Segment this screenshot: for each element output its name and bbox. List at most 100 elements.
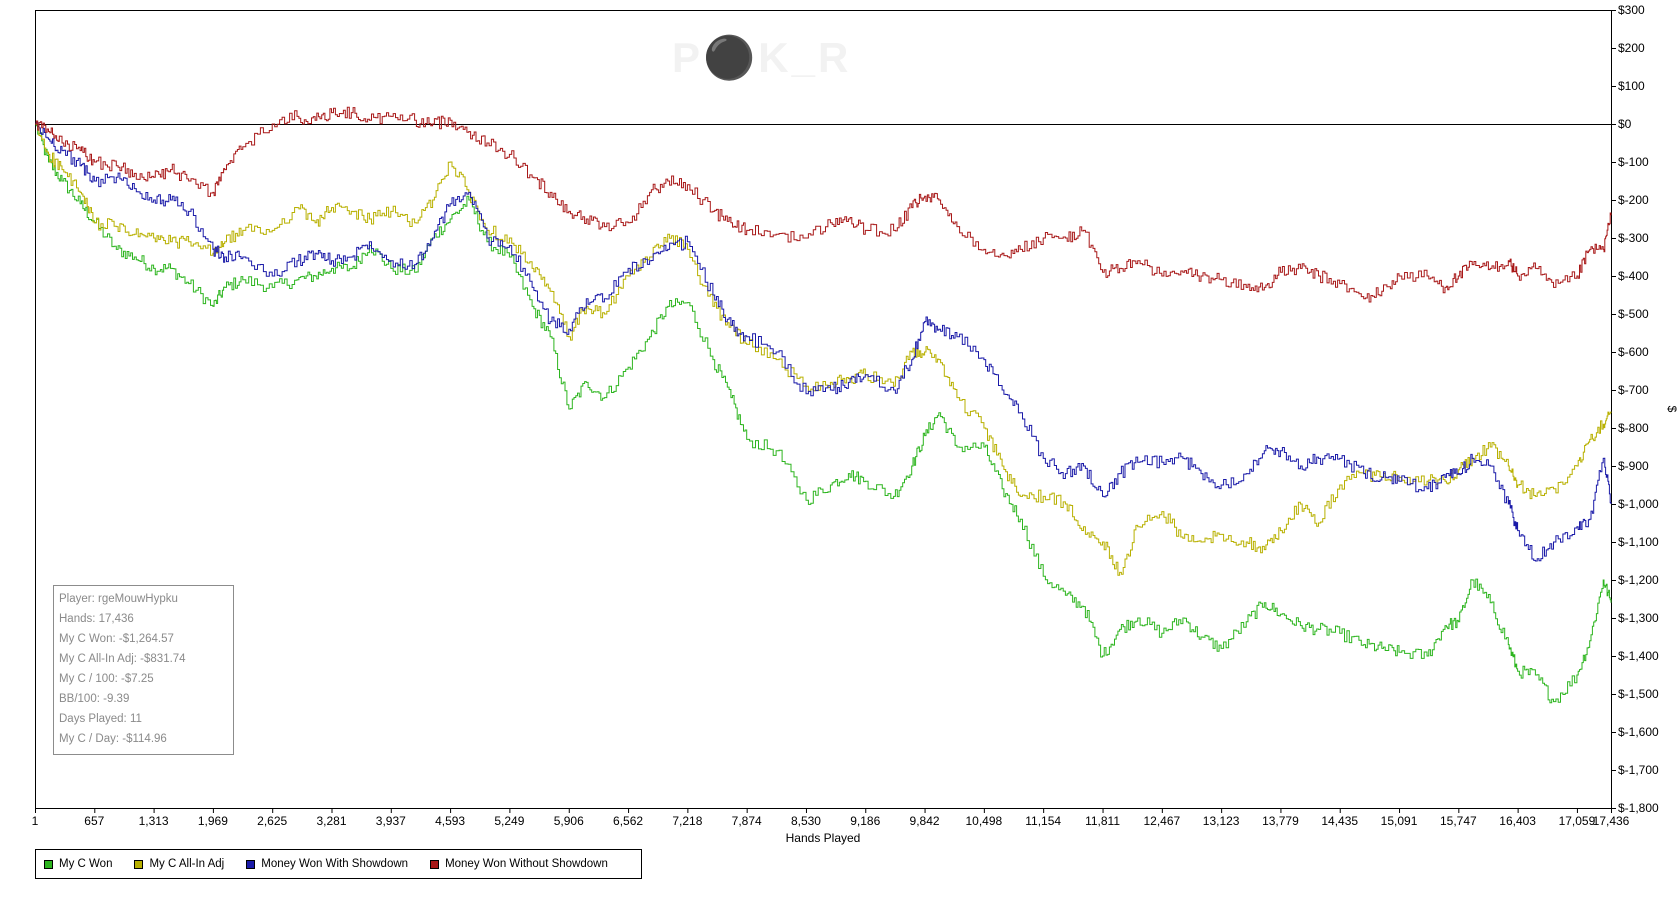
x-tick-label: 8,530	[791, 814, 821, 828]
x-tick-label: 6,562	[613, 814, 643, 828]
x-tick-label: 1,969	[198, 814, 228, 828]
series-line-my-c-all-in-adj	[35, 123, 1612, 576]
series-line-my-c-won	[35, 123, 1612, 704]
x-tick-label: 657	[84, 814, 104, 828]
x-tick-label: 13,123	[1203, 814, 1240, 828]
stat-days-label: Days Played:	[59, 713, 127, 725]
stat-per100-label: My C / 100:	[59, 673, 118, 685]
legend-label-showdown: Money Won With Showdown	[261, 858, 409, 870]
stat-days: Days Played: 11	[59, 709, 228, 729]
y-tick-label: $-200	[1618, 193, 1649, 207]
legend: My C Won My C All-In Adj Money Won With …	[35, 849, 642, 879]
stat-hands-value: 17,436	[98, 613, 134, 625]
y-tick-label: $-300	[1618, 231, 1649, 245]
series-line-money-won-without-showdown	[35, 106, 1612, 303]
y-tick-label: $-1,400	[1618, 649, 1659, 663]
x-tick-label: 15,747	[1440, 814, 1477, 828]
stat-hands-label: Hands:	[59, 613, 96, 625]
stat-perday-value: -$114.96	[122, 733, 167, 745]
y-tick-label: $-800	[1618, 421, 1649, 435]
y-tick-label: $300	[1618, 3, 1645, 17]
legend-label-no-showdown: Money Won Without Showdown	[445, 858, 608, 870]
stat-hands: Hands: 17,436	[59, 609, 228, 629]
y-tick-label: $-1,200	[1618, 573, 1659, 587]
plot-area	[35, 10, 1612, 809]
y-tick-label: $100	[1618, 79, 1645, 93]
legend-label-won: My C Won	[59, 858, 113, 870]
x-tick-label: 7,218	[672, 814, 702, 828]
stat-per100-value: -$7.25	[121, 673, 154, 685]
x-axis-title: Hands Played	[786, 831, 861, 845]
x-tick-label: 13,779	[1262, 814, 1299, 828]
x-tick-label: 16,403	[1499, 814, 1536, 828]
stat-bb100-value: -9.39	[103, 693, 130, 705]
y-tick-label: $-700	[1618, 383, 1649, 397]
legend-swatch-showdown	[246, 859, 256, 869]
stat-won: My C Won: -$1,264.57	[59, 629, 228, 649]
x-tick-label: 17,059	[1559, 814, 1596, 828]
stat-player-label: Player:	[59, 593, 95, 605]
y-tick-label: $-500	[1618, 307, 1649, 321]
stat-player-value: rgeMouwHypku	[98, 593, 178, 605]
stat-player: Player: rgeMouwHypku	[59, 589, 228, 609]
x-tick-label: 4,593	[435, 814, 465, 828]
stat-perday: My C / Day: -$114.96	[59, 729, 228, 749]
y-tick-label: $-1,000	[1618, 497, 1659, 511]
x-tick-label: 12,467	[1143, 814, 1180, 828]
y-tick-label: $-1,800	[1618, 801, 1659, 815]
x-tick-label: 15,091	[1381, 814, 1418, 828]
stat-bb100: BB/100: -9.39	[59, 689, 228, 709]
legend-label-allin: My C All-In Adj	[149, 858, 225, 870]
x-tick-label: 9,842	[910, 814, 940, 828]
stat-days-value: 11	[129, 713, 142, 725]
x-tick-label: 10,498	[966, 814, 1003, 828]
stat-won-value: -$1,264.57	[118, 633, 174, 645]
x-tick-label: 2,625	[257, 814, 287, 828]
x-tick-label: 5,906	[554, 814, 584, 828]
y-tick-label: $-1,300	[1618, 611, 1659, 625]
watermark-logo: P⚫K_R	[672, 34, 852, 81]
legend-item-no-showdown[interactable]: Money Won Without Showdown	[430, 858, 608, 870]
y-tick-label: $-600	[1618, 345, 1649, 359]
y-axis-title: $	[1665, 406, 1679, 413]
y-tick-label: $-1,100	[1618, 535, 1659, 549]
x-tick-label: 1,313	[139, 814, 169, 828]
series-layer	[35, 106, 1612, 704]
y-tick-label: $-1,700	[1618, 763, 1659, 777]
legend-item-showdown[interactable]: Money Won With Showdown	[246, 858, 408, 870]
x-tick-label: 1	[32, 814, 39, 828]
x-tick-label: 7,874	[732, 814, 762, 828]
y-tick-label: $-400	[1618, 269, 1649, 283]
stat-per100: My C / 100: -$7.25	[59, 669, 228, 689]
stat-allin-value: -$831.74	[140, 653, 186, 665]
x-tick-label: 3,937	[376, 814, 406, 828]
stat-allin-label: My C All-In Adj:	[59, 653, 137, 665]
stat-bb100-label: BB/100:	[59, 693, 100, 705]
x-tick-label: 14,435	[1321, 814, 1358, 828]
legend-swatch-no-showdown	[430, 859, 440, 869]
y-axis-ticks: $300 $200 $100 $0 $-100 $-200 $-300 $-400 $-500 $…	[1611, 3, 1659, 815]
legend-item-won[interactable]: My C Won	[44, 858, 112, 870]
stat-won-label: My C Won:	[59, 633, 116, 645]
legend-item-allin[interactable]: My C All-In Adj	[134, 858, 224, 870]
y-tick-label: $-100	[1618, 155, 1649, 169]
stat-allin: My C All-In Adj: -$831.74	[59, 649, 228, 669]
y-tick-label: $-1,600	[1618, 725, 1659, 739]
x-tick-label: 11,154	[1025, 814, 1061, 828]
stat-perday-label: My C / Day:	[59, 733, 120, 745]
x-tick-label: 5,249	[494, 814, 524, 828]
y-tick-label: $0	[1618, 117, 1632, 131]
y-tick-label: $-1,500	[1618, 687, 1659, 701]
legend-swatch-allin	[134, 859, 144, 869]
x-tick-label: 9,186	[850, 814, 880, 828]
y-tick-label: $-900	[1618, 459, 1649, 473]
x-tick-label: 17,436	[1593, 814, 1630, 828]
x-tick-label: 3,281	[316, 814, 346, 828]
x-tick-label: 11,811	[1085, 814, 1120, 828]
series-line-money-won-with-showdown	[35, 121, 1612, 562]
y-tick-label: $200	[1618, 41, 1645, 55]
stats-panel: Player: rgeMouwHypku Hands: 17,436 My C …	[53, 585, 234, 755]
x-axis-ticks: 1 657 1,313 1,969 2,625 3,281 3,937 4,593 5,249 5…	[32, 808, 1630, 828]
legend-swatch-won	[44, 859, 53, 869]
